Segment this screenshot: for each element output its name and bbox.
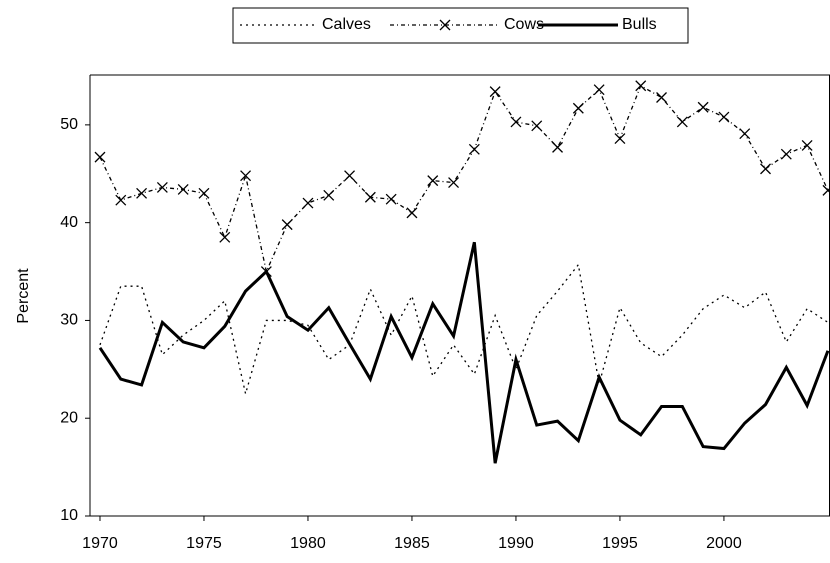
point-marker bbox=[281, 219, 293, 231]
y-axis-label: Percent bbox=[15, 268, 32, 324]
point-marker bbox=[510, 116, 522, 128]
point-marker bbox=[219, 231, 231, 243]
x-tick-label: 1995 bbox=[602, 535, 638, 552]
point-marker bbox=[198, 187, 210, 199]
x-tick-label: 1985 bbox=[394, 535, 430, 552]
point-marker bbox=[760, 163, 771, 175]
y-tick-label: 10 bbox=[60, 507, 78, 524]
legend-label: Calves bbox=[322, 16, 371, 33]
x-tick-label: 1980 bbox=[290, 535, 326, 552]
point-marker bbox=[364, 191, 376, 203]
point-marker bbox=[780, 148, 792, 160]
point-marker bbox=[552, 141, 564, 153]
point-marker bbox=[406, 207, 418, 219]
x-tick-label: 1970 bbox=[82, 535, 118, 552]
legend-marker bbox=[439, 19, 451, 31]
point-marker bbox=[94, 151, 106, 163]
legend-label: Bulls bbox=[622, 16, 657, 33]
y-tick-label: 20 bbox=[60, 409, 78, 426]
point-marker bbox=[656, 92, 667, 103]
point-marker bbox=[385, 193, 397, 205]
point-marker bbox=[718, 111, 730, 123]
y-tick-label: 50 bbox=[60, 116, 78, 133]
point-marker bbox=[739, 128, 751, 140]
point-marker bbox=[614, 133, 626, 145]
y-tick-label: 40 bbox=[60, 214, 78, 231]
point-marker bbox=[489, 86, 501, 98]
point-marker bbox=[427, 175, 439, 187]
point-marker bbox=[136, 187, 148, 199]
point-marker bbox=[156, 181, 168, 193]
point-marker bbox=[468, 143, 480, 155]
point-marker bbox=[822, 184, 830, 196]
point-marker bbox=[801, 139, 813, 151]
series-line bbox=[99, 84, 829, 274]
point-marker bbox=[344, 170, 356, 182]
point-marker bbox=[302, 197, 314, 209]
point-marker bbox=[531, 120, 543, 132]
series-line bbox=[98, 241, 830, 464]
x-tick-label: 2000 bbox=[706, 535, 742, 552]
x-tick-label: 1975 bbox=[186, 535, 222, 552]
point-marker bbox=[448, 177, 460, 189]
point-marker bbox=[676, 116, 688, 128]
point-marker bbox=[572, 102, 584, 114]
legend-label: Cows bbox=[504, 16, 544, 33]
point-marker bbox=[115, 194, 127, 206]
point-marker bbox=[593, 84, 605, 96]
point-marker bbox=[177, 183, 189, 195]
y-tick-label: 30 bbox=[60, 312, 78, 329]
point-marker bbox=[697, 101, 709, 113]
point-marker bbox=[635, 80, 647, 92]
x-tick-label: 1990 bbox=[498, 535, 534, 552]
point-marker bbox=[323, 189, 335, 201]
point-marker bbox=[240, 170, 252, 182]
